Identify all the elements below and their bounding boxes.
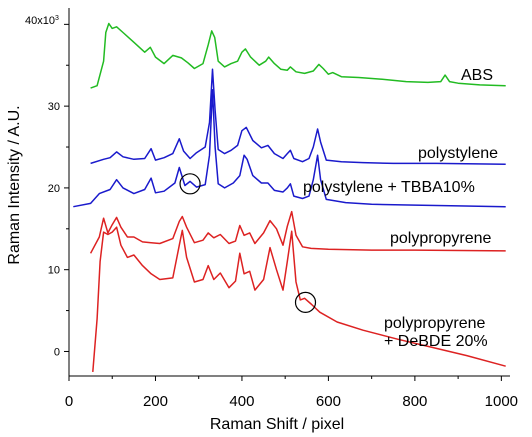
x-tick-label-800: 800 xyxy=(402,393,427,410)
marker-group xyxy=(179,173,317,313)
series-line-polypropyrene xyxy=(89,210,506,254)
x-tick-label-1000: 1000 xyxy=(485,393,518,410)
y-tick-label-20: 20 xyxy=(48,183,60,195)
series-group xyxy=(73,22,506,372)
x-axis-label: Raman Shift / pixel xyxy=(210,416,344,433)
tbba-marker xyxy=(179,173,201,195)
series-label-polypropyrene-debde-line1: polypropyrene xyxy=(384,315,486,332)
y-top-tick-label: 40x103 xyxy=(25,15,59,27)
series-label-abs: ABS xyxy=(461,67,493,84)
x-tick-label-600: 600 xyxy=(316,393,341,410)
series-line-abs xyxy=(90,22,506,89)
axes: 0 200 400 600 800 1000 0 10 20 30 xyxy=(48,8,518,410)
y-tick-label-0: 0 xyxy=(54,346,60,358)
debde-marker xyxy=(294,291,317,313)
series-line-polystylene-tbba10 xyxy=(73,89,506,208)
series-label-polystylene-tbba: polystylene + TBBA10% xyxy=(303,179,475,196)
y-axis-label: Raman Intensity / A.U. xyxy=(6,105,23,264)
x-tick-label-0: 0 xyxy=(65,393,73,410)
y-tick-label-30: 30 xyxy=(48,101,60,113)
x-tick-label-400: 400 xyxy=(229,393,254,410)
series-line-polystylene xyxy=(90,68,506,165)
y-tick-label-10: 10 xyxy=(48,265,60,277)
series-label-polypropyrene: polypropyrene xyxy=(390,230,492,247)
x-tick-label-200: 200 xyxy=(143,393,168,410)
series-label-polystylene: polystylene xyxy=(418,145,498,162)
series-line-polypropyrene-debde-20 xyxy=(92,226,506,372)
series-label-polypropyrene-debde-line2: + DeBDE 20% xyxy=(384,333,488,350)
